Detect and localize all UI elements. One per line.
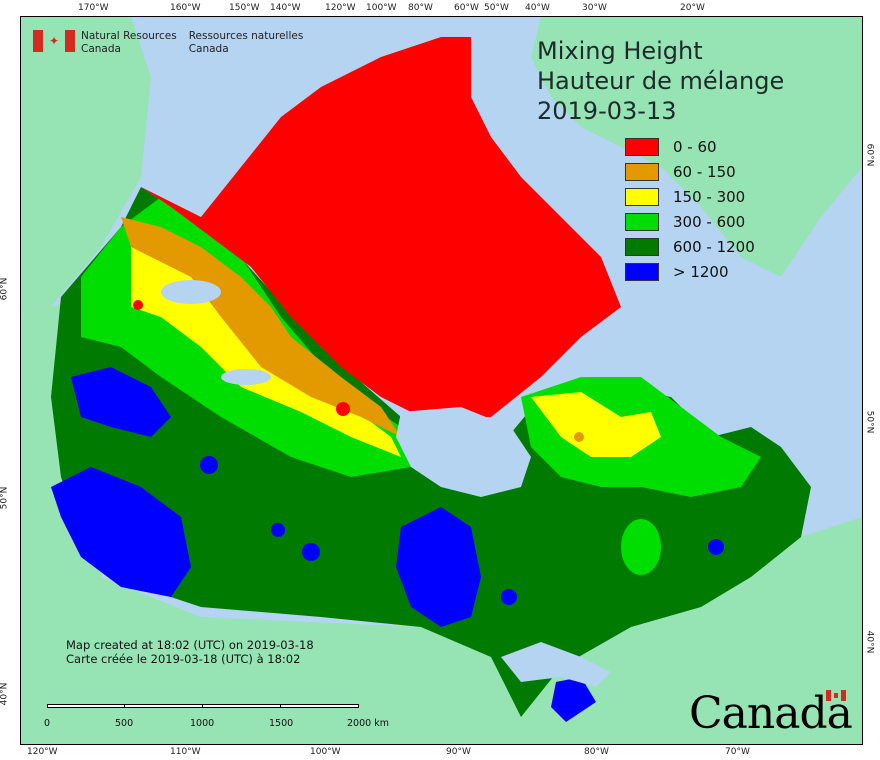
agency-name-en: Natural Resources Canada bbox=[81, 30, 177, 55]
scale-label: 2000 km bbox=[347, 718, 389, 729]
region-over-1200-yukon bbox=[71, 367, 171, 437]
left-tick: 50°N bbox=[0, 486, 10, 510]
blob-over-1200 bbox=[271, 523, 285, 537]
legend-label: 300 - 600 bbox=[673, 212, 746, 231]
bottom-tick: 100°W bbox=[310, 747, 341, 757]
great-lakes bbox=[501, 642, 611, 687]
bottom-tick: 120°W bbox=[27, 747, 58, 757]
top-tick: 80°W bbox=[408, 3, 433, 13]
left-tick: 40°N bbox=[0, 682, 10, 706]
map-canvas bbox=[21, 17, 862, 744]
map-title: Mixing Height Hauteur de mélange 2019-03… bbox=[537, 37, 785, 125]
legend: 0 - 60 60 - 150 150 - 300 300 - 600 600 - 12… bbox=[625, 134, 755, 284]
blob-0-60 bbox=[336, 402, 350, 416]
region-0-60 bbox=[141, 37, 621, 417]
greenland-land bbox=[531, 17, 862, 277]
great-slave-lake bbox=[221, 369, 271, 385]
top-tick: 100°W bbox=[366, 3, 397, 13]
legend-label: 0 - 60 bbox=[673, 137, 717, 156]
legend-item: 300 - 600 bbox=[625, 209, 755, 234]
region-over-1200-ontario bbox=[396, 507, 481, 627]
blob-over-1200 bbox=[501, 589, 517, 605]
bottom-tick: 90°W bbox=[446, 747, 471, 757]
top-tick: 150°W bbox=[229, 3, 260, 13]
region-150-300-east bbox=[531, 392, 661, 457]
bottom-tick: 80°W bbox=[584, 747, 609, 757]
region-over-1200-south bbox=[551, 677, 596, 722]
region-over-1200-bc bbox=[51, 467, 191, 597]
blob-over-1200 bbox=[302, 543, 320, 561]
canada-wordmark: Canada bbox=[689, 688, 853, 739]
top-tick: 140°W bbox=[270, 3, 301, 13]
bottom-tick: 110°W bbox=[170, 747, 201, 757]
bottom-tick: 70°W bbox=[725, 747, 750, 757]
legend-item: > 1200 bbox=[625, 259, 755, 284]
hudson-bay bbox=[396, 407, 531, 497]
alaska-land bbox=[21, 17, 151, 317]
top-tick: 60°W bbox=[454, 3, 479, 13]
legend-label: > 1200 bbox=[673, 262, 729, 281]
canada-flag-icon: ✦ bbox=[33, 30, 75, 52]
scale-label: 500 bbox=[115, 718, 134, 729]
map-credit: Map created at 18:02 (UTC) on 2019-03-18… bbox=[66, 638, 314, 666]
top-tick: 160°W bbox=[170, 3, 201, 13]
legend-item: 150 - 300 bbox=[625, 184, 755, 209]
legend-swatch bbox=[625, 162, 659, 181]
legend-item: 60 - 150 bbox=[625, 159, 755, 184]
scale-label: 0 bbox=[44, 718, 51, 729]
agency-name-fr: Ressources naturelles Canada bbox=[188, 30, 304, 55]
legend-label: 600 - 1200 bbox=[673, 237, 755, 256]
top-tick: 20°W bbox=[680, 3, 705, 13]
legend-swatch bbox=[625, 187, 659, 206]
legend-item: 0 - 60 bbox=[625, 134, 755, 159]
legend-label: 150 - 300 bbox=[673, 187, 746, 206]
legend-swatch bbox=[625, 137, 659, 156]
legend-swatch bbox=[625, 262, 659, 281]
left-tick: 60°N bbox=[0, 277, 10, 301]
legend-label: 60 - 150 bbox=[673, 162, 736, 181]
blob-60-150 bbox=[574, 432, 584, 442]
blob-0-60 bbox=[133, 300, 143, 310]
blob-over-1200 bbox=[200, 456, 218, 474]
blob-over-1200 bbox=[708, 539, 724, 555]
top-tick: 170°W bbox=[78, 3, 109, 13]
great-bear-lake bbox=[161, 280, 221, 304]
top-tick: 30°W bbox=[582, 3, 607, 13]
top-tick: 50°W bbox=[484, 3, 509, 13]
legend-swatch bbox=[625, 212, 659, 231]
usa-land bbox=[21, 267, 862, 744]
scale-label: 1000 bbox=[190, 718, 215, 729]
legend-swatch bbox=[625, 237, 659, 256]
top-tick: 120°W bbox=[325, 3, 356, 13]
region-300-600-labrador bbox=[621, 519, 661, 575]
region-60-150 bbox=[121, 217, 401, 437]
scale-label: 1500 bbox=[269, 718, 294, 729]
legend-item: 600 - 1200 bbox=[625, 234, 755, 259]
scale-bar: 0 500 1000 1500 2000 km bbox=[44, 704, 389, 729]
mixing-height-map bbox=[20, 16, 863, 745]
top-tick: 40°W bbox=[525, 3, 550, 13]
wordmark-flag-icon bbox=[826, 690, 846, 701]
nrcan-signature: ✦ Natural Resources Canada Ressources na… bbox=[33, 30, 315, 56]
